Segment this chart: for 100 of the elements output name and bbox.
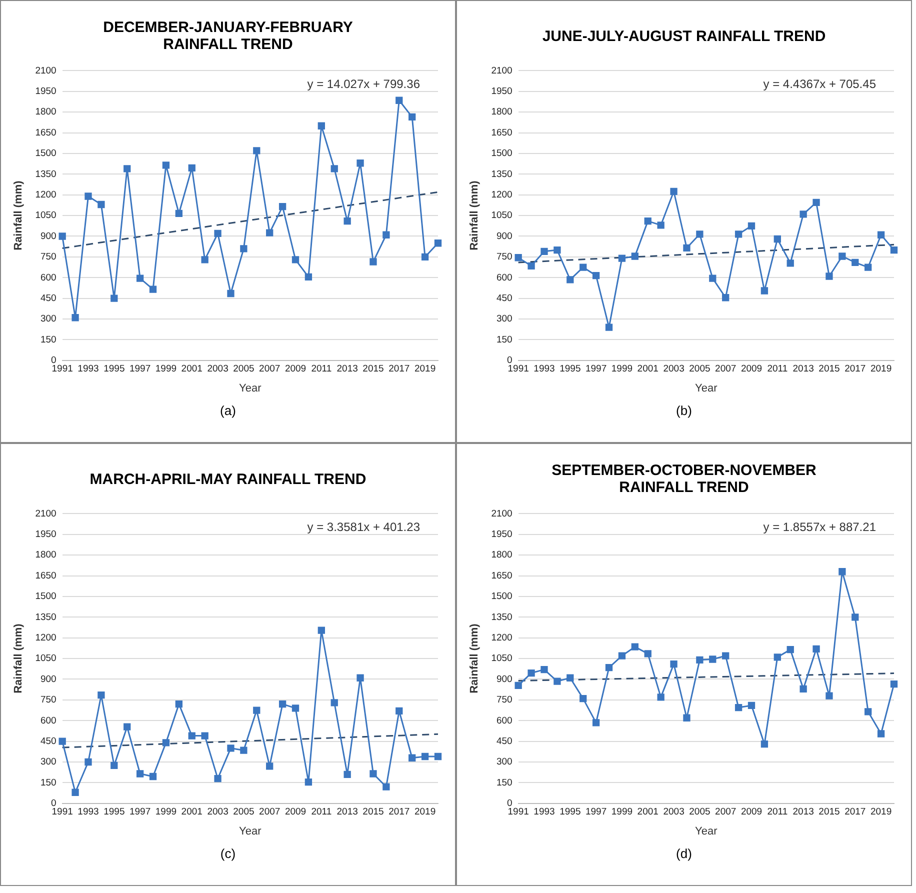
x-tick-label: 2017 bbox=[388, 364, 410, 375]
x-tick-label: 1995 bbox=[560, 364, 581, 375]
y-tick-label: 300 bbox=[496, 314, 512, 325]
point bbox=[214, 230, 222, 238]
point bbox=[214, 774, 222, 782]
y-tick-label: 1050 bbox=[491, 210, 512, 222]
y-tick-label: 1500 bbox=[491, 591, 512, 602]
point bbox=[330, 165, 338, 172]
point bbox=[162, 162, 170, 169]
point bbox=[826, 692, 833, 700]
point bbox=[786, 646, 794, 654]
point bbox=[382, 783, 390, 790]
point bbox=[396, 707, 403, 715]
point bbox=[657, 694, 664, 701]
point bbox=[175, 700, 182, 708]
y-tick-label: 900 bbox=[496, 230, 512, 242]
point bbox=[580, 694, 587, 702]
y-tick-label: 600 bbox=[40, 715, 56, 726]
point bbox=[344, 217, 351, 225]
point bbox=[72, 314, 79, 322]
point bbox=[800, 685, 807, 692]
point bbox=[592, 272, 600, 280]
point bbox=[421, 253, 429, 261]
point bbox=[826, 272, 833, 280]
y-tick-label: 450 bbox=[496, 736, 512, 747]
y-tick-label: 0 bbox=[51, 355, 56, 366]
point bbox=[124, 165, 131, 172]
point bbox=[356, 160, 364, 167]
x-tick-label: 2001 bbox=[637, 364, 658, 375]
y-tick-label: 2100 bbox=[35, 65, 56, 76]
y-tick-label: 1650 bbox=[35, 570, 56, 582]
y-tick-label: 1350 bbox=[491, 612, 512, 623]
point bbox=[278, 700, 286, 708]
y-tick-label: 1200 bbox=[35, 632, 56, 644]
x-axis-title: Year bbox=[695, 825, 718, 838]
x-tick-label: 1993 bbox=[78, 364, 99, 375]
x-tick-label: 2015 bbox=[818, 806, 840, 818]
annotation: y = 1.8557x + 887.21 bbox=[763, 520, 876, 534]
y-tick-label: 300 bbox=[40, 314, 56, 325]
point bbox=[605, 324, 613, 331]
y-tick-label: 1650 bbox=[491, 570, 512, 582]
point bbox=[149, 286, 157, 293]
x-tick-label: 2017 bbox=[844, 364, 866, 375]
x-tick-label: 2001 bbox=[181, 364, 202, 375]
point bbox=[266, 762, 274, 770]
annotation: y = 3.3581x + 401.23 bbox=[307, 520, 420, 534]
point bbox=[812, 645, 820, 652]
x-tick-label: 2013 bbox=[792, 364, 814, 375]
point bbox=[514, 682, 522, 690]
point bbox=[408, 113, 416, 120]
point bbox=[240, 746, 248, 754]
x-tick-label: 1999 bbox=[611, 806, 633, 818]
y-tick-label: 150 bbox=[40, 777, 56, 788]
y-tick-label: 600 bbox=[40, 272, 56, 284]
point bbox=[800, 210, 807, 218]
x-axis-title: Year bbox=[239, 825, 262, 838]
y-axis-title: Rainfall (mm) bbox=[468, 623, 481, 694]
x-tick-label: 2007 bbox=[259, 806, 280, 818]
y-tick-label: 1950 bbox=[35, 86, 56, 98]
x-tick-label: 2015 bbox=[818, 364, 840, 375]
x-tick-label: 2007 bbox=[259, 364, 280, 375]
y-tick-label: 1500 bbox=[35, 148, 56, 160]
x-tick-label: 2011 bbox=[767, 806, 788, 818]
point bbox=[760, 287, 768, 294]
y-tick-label: 900 bbox=[496, 674, 512, 685]
y-tick-label: 1050 bbox=[35, 210, 56, 222]
x-tick-label: 2009 bbox=[740, 806, 762, 818]
point bbox=[774, 235, 781, 243]
x-tick-label: 1993 bbox=[534, 364, 555, 375]
point bbox=[890, 680, 898, 688]
point bbox=[318, 626, 325, 634]
x-tick-label: 2019 bbox=[414, 806, 436, 818]
point bbox=[554, 678, 561, 685]
point bbox=[330, 699, 338, 706]
point bbox=[852, 258, 859, 266]
x-tick-label: 1995 bbox=[104, 806, 125, 818]
point bbox=[864, 708, 872, 716]
y-tick-label: 2100 bbox=[491, 65, 512, 76]
x-tick-label: 2003 bbox=[663, 364, 684, 375]
point bbox=[696, 656, 704, 664]
point bbox=[84, 758, 92, 766]
y-tick-label: 1650 bbox=[491, 127, 512, 138]
x-tick-label: 2005 bbox=[233, 806, 254, 818]
x-tick-label: 1993 bbox=[534, 806, 555, 818]
point bbox=[149, 772, 157, 780]
y-axis-title: Rainfall (mm) bbox=[12, 180, 25, 250]
y-tick-label: 1050 bbox=[35, 653, 56, 664]
y-tick-label: 1800 bbox=[35, 106, 56, 118]
x-tick-label: 2013 bbox=[792, 806, 814, 818]
point bbox=[644, 650, 652, 658]
point bbox=[774, 654, 781, 661]
chart-title: JUNE-JULY-AUGUST RAINFALL TREND bbox=[541, 26, 827, 46]
point bbox=[877, 730, 885, 738]
x-tick-label: 2007 bbox=[715, 806, 736, 818]
x-tick-label: 2005 bbox=[233, 364, 254, 375]
point bbox=[175, 210, 182, 218]
point bbox=[644, 217, 652, 225]
x-tick-label: 2017 bbox=[388, 806, 410, 818]
point bbox=[72, 788, 79, 796]
point bbox=[58, 232, 66, 240]
